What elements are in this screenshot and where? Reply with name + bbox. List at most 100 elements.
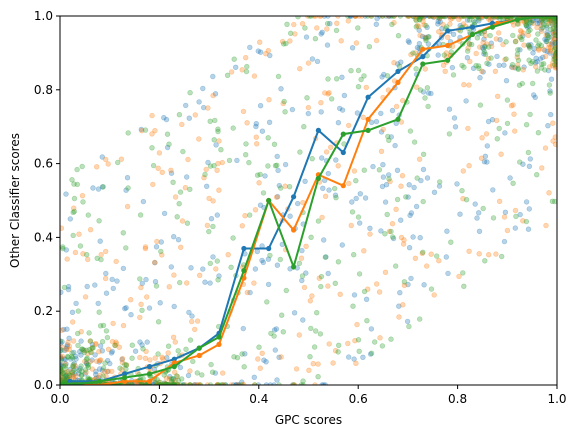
scatter-point	[155, 351, 161, 357]
scatter-point	[70, 374, 77, 380]
scatter-point	[72, 249, 79, 256]
scatter-point	[308, 234, 314, 241]
scatter-point	[279, 312, 285, 318]
scatter-point	[178, 382, 184, 385]
scatter-point	[546, 64, 553, 70]
scatter-point	[136, 382, 142, 385]
calibration-point	[122, 371, 128, 377]
scatter-point	[274, 194, 281, 200]
scatter-point	[319, 382, 325, 385]
scatter-point	[542, 47, 548, 54]
scatter-point	[216, 382, 222, 385]
scatter-point	[103, 328, 110, 334]
scatter-point	[547, 111, 554, 118]
scatter-point	[424, 263, 430, 269]
scatter-point	[482, 153, 489, 160]
scatter-point	[197, 382, 204, 385]
scatter-point	[123, 366, 129, 372]
scatter-point	[158, 382, 164, 385]
scatter-point	[473, 62, 479, 69]
scatter-point	[509, 64, 515, 70]
scatter-point	[184, 174, 190, 180]
scatter-point	[335, 163, 341, 169]
scatter-point	[405, 281, 411, 288]
scatter-point	[464, 54, 471, 61]
scatter-point	[502, 56, 508, 63]
scatter-point	[63, 247, 70, 253]
scatter-point	[253, 123, 259, 130]
scatter-point	[420, 166, 427, 173]
scatter-point	[332, 185, 338, 192]
scatter-point	[355, 214, 362, 220]
scatter-point	[553, 18, 557, 24]
scatter-point	[60, 363, 66, 369]
scatter-point	[81, 347, 87, 354]
scatter-point	[214, 382, 220, 385]
scatter-point	[95, 186, 102, 192]
scatter-point	[299, 273, 306, 279]
scatter-point	[214, 167, 220, 174]
scatter-point	[187, 89, 193, 96]
scatter-point	[80, 251, 86, 257]
scatter-point	[103, 290, 110, 296]
scatter-point	[339, 242, 345, 248]
scatter-point	[481, 49, 487, 55]
scatter-point	[163, 381, 169, 385]
scatter-point	[538, 22, 544, 28]
scatter-point	[97, 323, 104, 329]
scatter-point	[97, 343, 104, 349]
scatter-point	[401, 279, 408, 285]
axes-frame	[59, 15, 558, 386]
scatter-point	[60, 377, 65, 383]
scatter-point	[102, 360, 108, 366]
scatter-point	[153, 244, 160, 250]
scatter-point	[90, 185, 96, 191]
scatter-point	[496, 62, 502, 69]
scatter-point	[382, 231, 388, 237]
scatter-point	[421, 22, 427, 28]
scatter-point	[356, 271, 363, 277]
scatter-point	[98, 256, 104, 263]
scatter-point	[277, 256, 283, 263]
scatter-point	[231, 354, 237, 360]
scatter-point	[119, 366, 125, 373]
scatter-point	[138, 284, 144, 291]
scatter-point	[280, 100, 286, 107]
scatter-point	[234, 382, 240, 385]
scatter-point	[172, 382, 178, 385]
scatter-point	[76, 349, 83, 355]
scatter-point	[400, 97, 406, 104]
scatter-point	[210, 223, 216, 230]
calibration-point	[365, 94, 371, 100]
scatter-point	[425, 90, 432, 96]
scatter-point	[355, 83, 362, 90]
scatter-point	[60, 382, 63, 385]
scatter-point	[466, 40, 472, 47]
scatter-point	[388, 134, 394, 140]
scatter-point	[192, 326, 198, 333]
scatter-point	[185, 156, 191, 163]
scatter-point	[329, 96, 335, 102]
scatter-point	[137, 276, 143, 282]
scatter-point	[546, 16, 552, 20]
scatter-point	[298, 255, 305, 261]
scatter-point	[436, 258, 442, 264]
scatter-point	[296, 260, 303, 266]
scatter-point	[89, 345, 96, 351]
scatter-point	[532, 60, 539, 66]
scatter-point	[61, 381, 67, 385]
scatter-point	[161, 381, 167, 385]
scatter-point	[475, 16, 481, 20]
scatter-point	[61, 347, 68, 354]
scatter-point	[519, 36, 525, 43]
scatter-point	[478, 155, 485, 161]
scatter-point	[65, 339, 71, 345]
scatter-point	[291, 382, 298, 385]
scatter-point	[396, 303, 402, 309]
scatter-point	[488, 43, 495, 50]
scatter-point	[97, 357, 104, 363]
scatter-point	[526, 23, 532, 30]
scatter-point	[528, 19, 535, 26]
scatter-point	[114, 159, 121, 166]
scatter-point	[542, 36, 548, 42]
